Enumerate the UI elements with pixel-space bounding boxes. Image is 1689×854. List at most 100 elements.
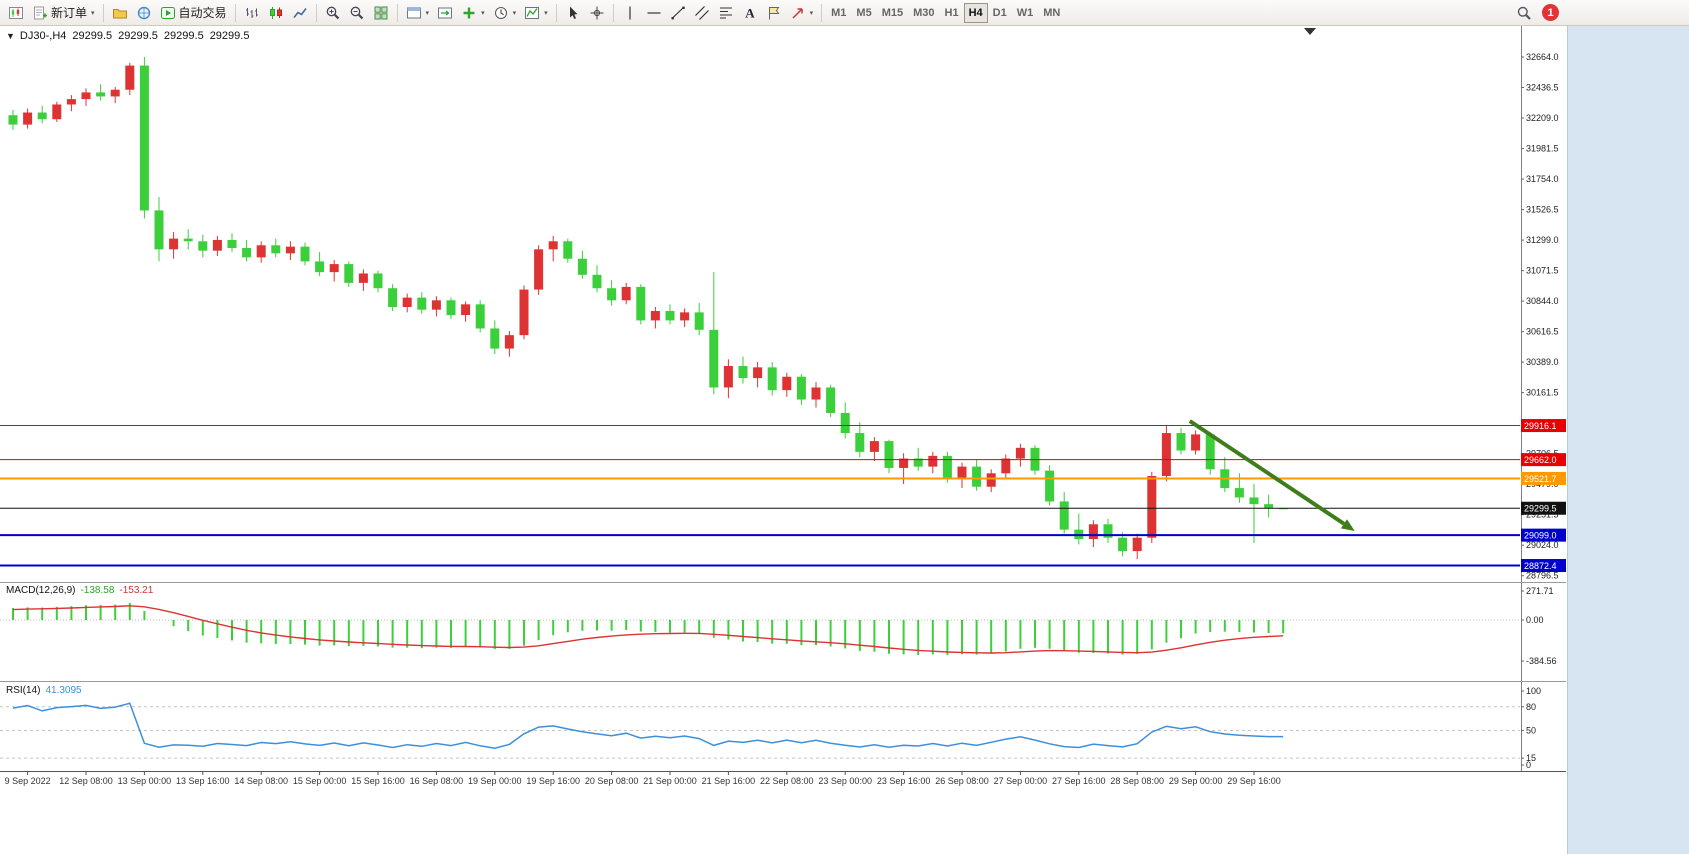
candles-layer[interactable] [8,57,1288,560]
candle-body [198,241,208,251]
crosshair-tool-button[interactable] [585,2,609,24]
toolbar-separator [234,3,236,22]
time-axis-label: 28 Sep 08:00 [1110,776,1164,786]
timeframe-m15-button[interactable]: M15 [877,3,908,23]
timeframe-m5-button[interactable]: M5 [851,3,876,23]
new-order-label: 新订单 [51,6,88,20]
timeframe-m30-button[interactable]: M30 [908,3,939,23]
new-order-button[interactable]: 新订单 ▾ [28,2,99,24]
profiles-button[interactable] [108,2,132,24]
candle-body [388,288,398,307]
toolbar-separator [315,3,317,22]
timeframe-h4-button[interactable]: H4 [963,2,988,23]
time-axis-label: 16 Sep 08:00 [410,776,464,786]
time-axis-label: 9 Sep 2022 [5,776,51,786]
autoscroll-icon [438,7,453,18]
level-lines[interactable] [0,425,1520,567]
price-axis-label: 31299.0 [1526,235,1559,245]
period-select-button[interactable]: ▾ [489,2,521,24]
arrow-shaft [1188,419,1346,526]
candle-body [1191,434,1201,451]
time-axis-label: 13 Sep 00:00 [118,776,172,786]
label-icon [768,6,780,19]
new-chart-button[interactable] [4,2,28,24]
timeframe-m1-button[interactable]: M1 [826,3,851,23]
notification-badge[interactable]: 1 [1542,4,1559,21]
rsi-indicator-label: RSI(14) 41.3095 [6,685,87,696]
line-mode-button[interactable] [288,2,312,24]
rsi-panel[interactable]: 100 80 50 150 [0,686,1541,770]
autotrade-button[interactable]: 自动交易 [156,2,231,24]
trend-arrow-annotation[interactable] [1188,419,1355,531]
toolbar-separator [821,3,823,22]
zoom-in-button[interactable] [321,2,345,24]
new-window-button[interactable]: ▾ [402,2,434,24]
time-axis-label: 29 Sep 16:00 [1227,776,1281,786]
zoom-out-button[interactable] [345,2,369,24]
candle-body [650,311,660,321]
candle-body [928,455,938,467]
search-button[interactable] [1512,2,1536,24]
time-axis-label: 22 Sep 08:00 [760,776,814,786]
candle-body [826,387,836,413]
candle-body [96,92,106,97]
rsi-axis-label: 50 [1526,726,1536,736]
vline-icon [629,6,631,19]
vline-tool-button[interactable] [618,2,642,24]
candle-body [753,367,763,379]
channel-tool-button[interactable] [690,2,714,24]
price-axis-label: 30616.5 [1526,327,1559,337]
autoscroll-button[interactable] [433,2,457,24]
candle-body [504,335,514,349]
right-empty-panel [1567,26,1689,854]
chart-shift-marker[interactable] [1304,28,1316,35]
candle-body [285,246,295,254]
candle-body [1249,497,1259,505]
candle-body [358,273,368,283]
timeframe-h1-button[interactable]: H1 [940,3,964,23]
trendline-tool-button[interactable] [666,2,690,24]
macd-panel[interactable]: 271.71 0.00 -384.56 [0,586,1557,666]
quick-trade-toggle-icon[interactable]: ▼ [6,31,15,41]
price-axis-label: 31981.5 [1526,144,1559,154]
bars-mode-button[interactable] [240,2,264,24]
price-axis[interactable]: 32664.0 32436.5 32209.0 31981.5 31754.0 31526… [1521,52,1559,581]
price-tag [1521,453,1566,467]
candle-body [680,312,690,321]
text-tool-button[interactable]: A [738,2,762,24]
candles-mode-button[interactable] [264,2,288,24]
candle-body [723,366,733,388]
candle-body [110,89,120,97]
chart-frame [0,26,1566,772]
timeframe-w1-button[interactable]: W1 [1012,3,1039,23]
add-object-button[interactable]: ▾ [457,2,489,24]
timeframe-d1-button[interactable]: D1 [988,3,1012,23]
cursor-tool-button[interactable] [561,2,585,24]
tile-windows-button[interactable] [369,2,393,24]
indicator-icon [525,6,540,19]
shapes-tool-button[interactable]: ▾ [786,2,818,24]
price-tag [1521,559,1566,573]
indicators-button[interactable]: ▾ [520,2,552,24]
candle-body [37,112,47,120]
candle-body [431,300,441,310]
label-tool-button[interactable] [762,2,786,24]
candle-body [607,288,617,301]
candle-body [592,274,602,289]
chart-canvas[interactable]: 32664.0 32436.5 32209.0 31981.5 31754.0 31526… [0,0,1567,792]
candle-body [81,92,91,100]
hline-tool-button[interactable] [642,2,666,24]
candle-body [855,433,865,452]
candle-body [183,238,193,242]
fibo-tool-button[interactable] [714,2,738,24]
candle-body [1205,434,1215,470]
candle-body [884,441,894,468]
candle-body [1147,475,1157,538]
timeframe-mn-button[interactable]: MN [1038,3,1065,23]
price-axis-label: 29024.0 [1526,540,1559,550]
bars-icon [245,7,258,18]
price-axis-label: 32436.5 [1526,83,1559,93]
time-axis[interactable]: 9 Sep 2022 12 Sep 08:00 13 Sep 00:00 13 Sep… [5,771,1281,786]
toolbox-button[interactable] [132,2,156,24]
candle-body [212,239,222,251]
